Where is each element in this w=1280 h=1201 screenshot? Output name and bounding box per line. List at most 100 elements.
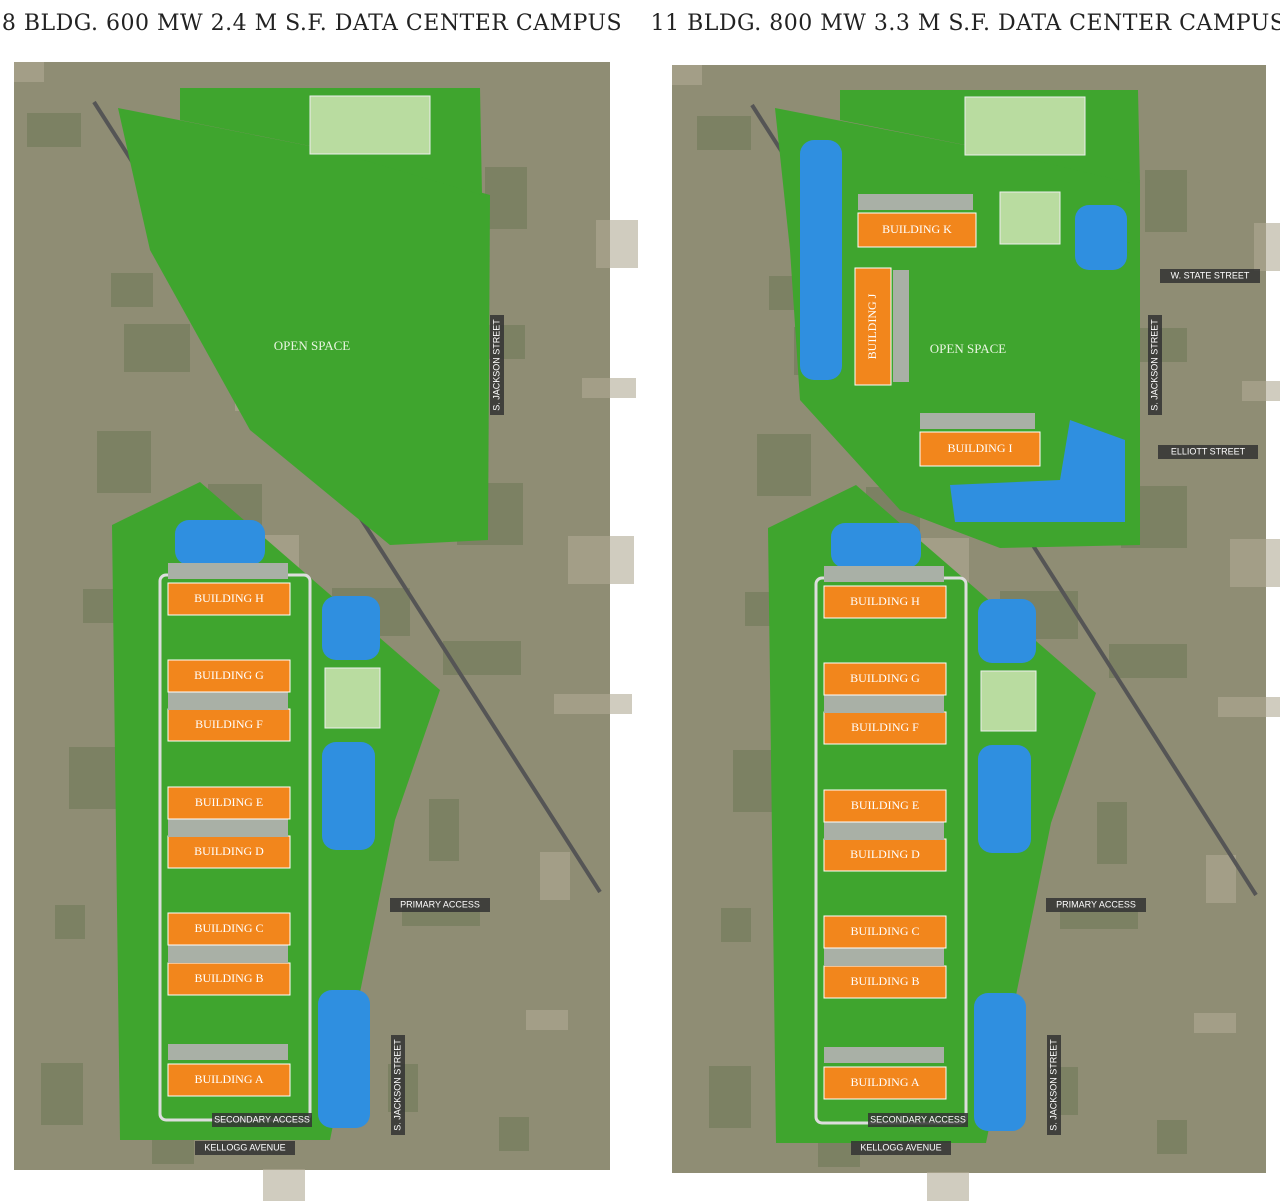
substation bbox=[980, 670, 1037, 732]
building-label: BUILDING C bbox=[851, 924, 920, 938]
pond bbox=[175, 520, 265, 565]
aerial-patch bbox=[526, 1010, 568, 1030]
aerial-patch bbox=[263, 1169, 305, 1201]
substation bbox=[999, 191, 1061, 245]
street-label-box bbox=[1148, 315, 1162, 415]
building bbox=[857, 212, 977, 248]
aerial-patch bbox=[27, 113, 81, 147]
building bbox=[167, 659, 291, 693]
street-label: SECONDARY ACCESS bbox=[868, 1113, 968, 1127]
street-label-box bbox=[212, 1113, 312, 1127]
aerial-patch bbox=[1060, 909, 1138, 929]
building bbox=[823, 585, 947, 619]
pond bbox=[322, 742, 375, 850]
building bbox=[823, 662, 947, 696]
parking bbox=[168, 694, 288, 710]
building-label: BUILDING D bbox=[850, 847, 920, 861]
street-label: S. JACKSON STREET bbox=[1148, 315, 1162, 415]
street-label: W. STATE STREET bbox=[1160, 269, 1260, 283]
green-area bbox=[118, 108, 490, 545]
parking bbox=[168, 1044, 288, 1060]
street-label-box bbox=[1160, 269, 1260, 283]
street-label-text: SECONDARY ACCESS bbox=[214, 1114, 310, 1124]
aerial-patch bbox=[757, 434, 811, 496]
aerial-patch bbox=[499, 1117, 529, 1151]
substation bbox=[309, 95, 431, 155]
aerial-patch bbox=[540, 852, 570, 900]
aerial-patch bbox=[1157, 1120, 1187, 1154]
street-label: SECONDARY ACCESS bbox=[212, 1113, 312, 1127]
aerial-patch bbox=[927, 1172, 969, 1201]
pond bbox=[322, 596, 380, 660]
campus-panel: BUILDING A BUILDING B BUILDING C BUILDING D… bbox=[672, 65, 1280, 1201]
building-label: BUILDING B bbox=[195, 971, 264, 985]
street-label-text: ELLIOTT STREET bbox=[1171, 446, 1246, 456]
campus-panel: BUILDING A BUILDING B BUILDING C BUILDING D… bbox=[14, 62, 638, 1201]
street-label-box bbox=[1047, 1035, 1061, 1135]
building bbox=[167, 962, 291, 996]
parking bbox=[824, 950, 944, 966]
aerial-patch bbox=[709, 1066, 751, 1128]
substation bbox=[964, 96, 1086, 156]
parking bbox=[168, 947, 288, 963]
aerial-patch bbox=[111, 273, 153, 307]
building bbox=[823, 965, 947, 999]
aerial-patch bbox=[14, 62, 44, 82]
parking bbox=[824, 824, 944, 840]
street-label-box bbox=[490, 315, 504, 415]
building-label: BUILDING H bbox=[850, 594, 920, 608]
street-label-box bbox=[390, 898, 490, 912]
building bbox=[823, 915, 947, 949]
aerial-patch bbox=[1230, 539, 1280, 587]
parking bbox=[893, 270, 909, 382]
building-label: BUILDING A bbox=[851, 1075, 920, 1089]
building-label: BUILDING G bbox=[194, 668, 264, 682]
street-label-text: S. JACKSON STREET bbox=[491, 319, 501, 411]
aerial-patch bbox=[1097, 802, 1127, 864]
street-label-box bbox=[1046, 898, 1146, 912]
open-space-label: OPEN SPACE bbox=[274, 338, 351, 353]
aerial-patch bbox=[1218, 697, 1280, 717]
parking bbox=[824, 566, 944, 582]
building-label: BUILDING A bbox=[195, 1072, 264, 1086]
building bbox=[919, 431, 1041, 467]
street-label-text: KELLOGG AVENUE bbox=[860, 1142, 941, 1152]
aerial-patch bbox=[1194, 1013, 1236, 1033]
parking bbox=[920, 413, 1035, 429]
street-label-text: S. JACKSON STREET bbox=[1048, 1039, 1058, 1131]
aerial-patch bbox=[721, 908, 751, 942]
building bbox=[167, 708, 291, 742]
parking bbox=[858, 194, 973, 210]
street-label-text: W. STATE STREET bbox=[1171, 270, 1250, 280]
aerial-patch bbox=[582, 378, 636, 398]
parking bbox=[824, 1047, 944, 1063]
street-label: ELLIOTT STREET bbox=[1158, 445, 1258, 459]
aerial-patch bbox=[485, 167, 527, 229]
building-label: BUILDING K bbox=[882, 222, 952, 236]
pond bbox=[831, 523, 921, 568]
street-label-box bbox=[868, 1113, 968, 1127]
aerial-patch bbox=[1242, 381, 1280, 401]
aerial-patch bbox=[1109, 644, 1187, 678]
street-label-text: S. JACKSON STREET bbox=[392, 1039, 402, 1131]
aerial-patch bbox=[41, 1063, 83, 1125]
street-label-box bbox=[195, 1141, 295, 1155]
aerial-patch bbox=[55, 905, 85, 939]
pond bbox=[800, 140, 842, 380]
building-label: BUILDING G bbox=[850, 671, 920, 685]
parking bbox=[168, 821, 288, 837]
building bbox=[854, 267, 892, 386]
open-space-label: OPEN SPACE bbox=[930, 341, 1007, 356]
aerial-patch bbox=[1206, 855, 1236, 903]
building bbox=[167, 835, 291, 869]
street-label: KELLOGG AVENUE bbox=[851, 1141, 951, 1155]
building bbox=[167, 582, 291, 616]
aerial-patch bbox=[554, 694, 632, 714]
substation bbox=[324, 667, 381, 729]
building-label: BUILDING I bbox=[948, 441, 1013, 455]
street-label: S. JACKSON STREET bbox=[391, 1035, 405, 1135]
aerial-patch bbox=[672, 65, 702, 85]
building-label: BUILDING H bbox=[194, 591, 264, 605]
parking bbox=[824, 697, 944, 713]
